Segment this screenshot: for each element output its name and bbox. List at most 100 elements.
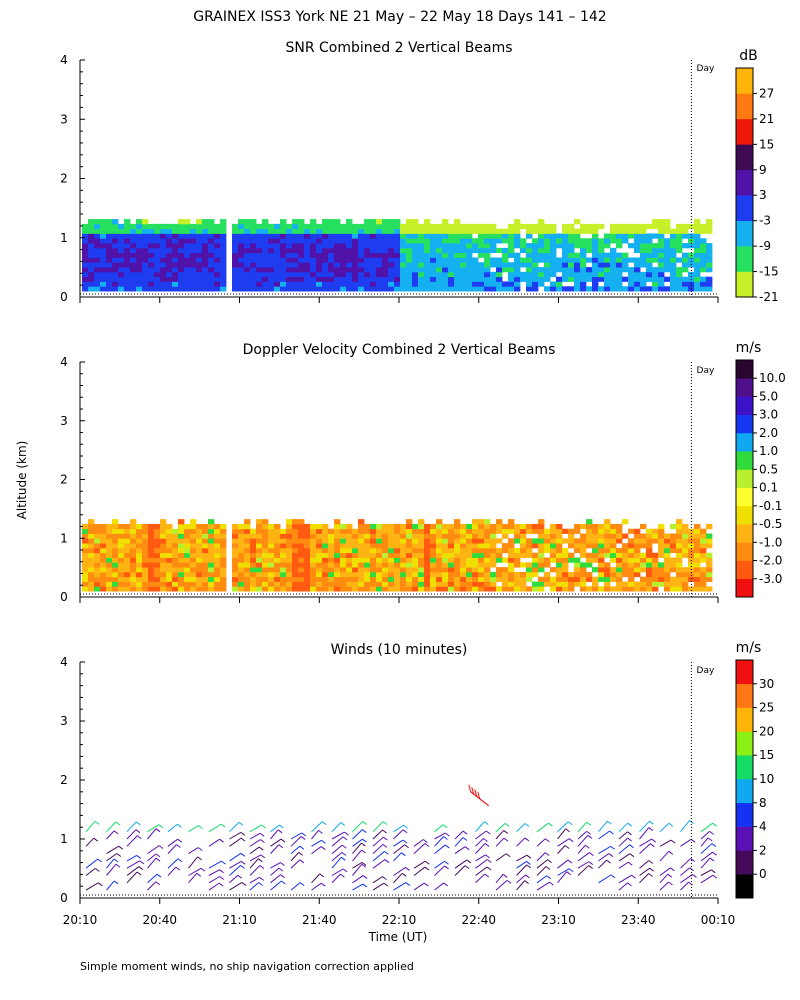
field-cell <box>424 267 431 273</box>
wind-barb-flag <box>667 873 673 878</box>
wind-barb <box>577 830 588 840</box>
field-cell <box>178 286 185 292</box>
wind-barb-flag <box>627 822 632 827</box>
field-cell <box>232 223 239 230</box>
field-cell <box>580 243 587 249</box>
field-cell <box>280 233 287 239</box>
field-cell <box>292 219 299 225</box>
field-cell <box>310 276 317 282</box>
field-cell <box>586 523 593 530</box>
field-cell <box>532 562 539 568</box>
field-cell <box>334 523 341 530</box>
field-cell <box>634 267 641 273</box>
field-cell <box>502 257 509 263</box>
wind-barb <box>475 873 486 884</box>
field-cell <box>178 262 185 268</box>
field-cell <box>652 586 659 592</box>
field-cell <box>430 262 437 268</box>
field-cell <box>610 228 617 234</box>
field-cell <box>556 581 563 587</box>
field-cell <box>94 523 101 530</box>
field-cell <box>322 286 329 292</box>
field-cell <box>190 533 197 539</box>
field-cell <box>148 262 155 268</box>
field-cell <box>496 567 503 573</box>
field-cell <box>484 238 491 244</box>
wind-barb <box>229 852 242 862</box>
field-cell <box>562 247 569 254</box>
field-cell <box>568 223 575 230</box>
field-cell <box>442 586 449 592</box>
field-cell <box>124 533 131 539</box>
field-cell <box>166 586 173 592</box>
field-cell <box>262 547 269 554</box>
field-cell <box>418 238 425 244</box>
field-cell <box>436 533 443 539</box>
field-cell <box>298 586 305 592</box>
field-cell <box>274 562 281 568</box>
field-cell <box>304 528 311 534</box>
field-cell <box>550 567 557 573</box>
field-cell <box>508 238 515 244</box>
field-cell <box>82 243 89 249</box>
field-cell <box>634 528 641 534</box>
field-cell <box>592 533 599 539</box>
wind-barb-flag <box>258 846 264 851</box>
wind-barb <box>126 829 137 840</box>
field-cell <box>346 567 353 573</box>
field-cell <box>166 533 173 539</box>
field-cell <box>520 571 527 578</box>
wind-barb-flag <box>610 845 616 850</box>
wind-barb <box>331 873 341 884</box>
field-cell <box>604 271 611 278</box>
field-cell <box>232 233 239 239</box>
field-cell <box>88 276 95 282</box>
field-cell <box>628 276 635 282</box>
field-cell <box>232 538 239 544</box>
wind-barb-flag <box>115 863 121 868</box>
field-cell <box>340 252 347 258</box>
field-cell <box>388 228 395 234</box>
field-cell <box>646 257 653 263</box>
field-cell <box>472 528 479 534</box>
field-cell <box>466 247 473 254</box>
wind-barb <box>454 865 466 876</box>
field-cell <box>142 533 149 539</box>
colorbar-segment <box>736 396 753 415</box>
field-cell <box>412 562 419 568</box>
field-cell <box>100 233 107 239</box>
field-cell <box>220 528 227 534</box>
field-cell <box>634 538 641 544</box>
field-cell <box>268 562 275 568</box>
field-cell <box>598 243 605 249</box>
wind-barb <box>495 853 507 862</box>
field-cell <box>256 243 263 249</box>
field-cell <box>286 543 293 549</box>
field-cell <box>82 267 89 273</box>
field-cell <box>550 233 557 239</box>
field-cell <box>448 276 455 282</box>
field-cell <box>568 538 575 544</box>
field-cell <box>622 567 629 573</box>
field-cell <box>238 243 245 249</box>
field-cell <box>682 586 689 592</box>
field-cell <box>646 538 653 544</box>
field-cell <box>274 238 281 244</box>
field-cell <box>160 252 167 258</box>
field-cell <box>208 238 215 244</box>
field-cell <box>682 262 689 268</box>
field-cell <box>238 257 245 263</box>
field-cell <box>310 562 317 568</box>
field-cell <box>268 276 275 282</box>
field-cell <box>568 238 575 244</box>
field-cell <box>382 257 389 263</box>
field-cell <box>184 257 191 263</box>
field-cell <box>526 243 533 249</box>
colorbar-segment <box>736 378 753 397</box>
field-cell <box>118 271 125 278</box>
field-cell <box>262 233 269 239</box>
field-cell <box>490 543 497 549</box>
field-cell <box>610 252 617 258</box>
field-cell <box>82 281 89 287</box>
field-cell <box>316 576 323 582</box>
